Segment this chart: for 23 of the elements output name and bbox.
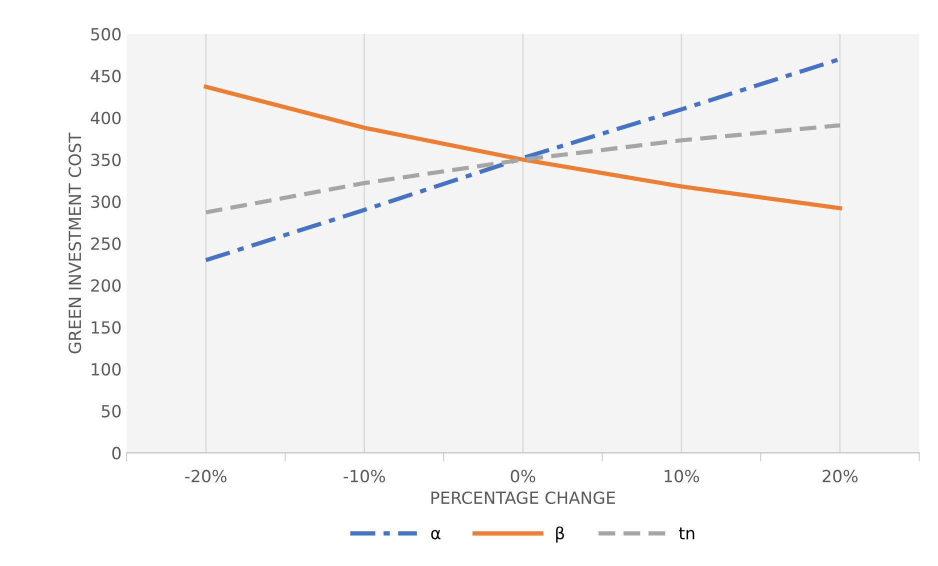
legend-label: α xyxy=(431,530,440,540)
x-axis-title: PERCENTAGE CHANGE xyxy=(431,491,615,504)
legend-label: tn xyxy=(678,528,694,540)
y-tick-label: 400 xyxy=(90,112,121,124)
y-tick-label: 500 xyxy=(91,28,121,41)
y-tick-label: 350 xyxy=(91,154,121,166)
y-tick-label: 250 xyxy=(91,237,121,250)
x-tick-label: -10% xyxy=(344,470,386,482)
x-tick-label: 0% xyxy=(510,470,536,482)
y-tick-label: 450 xyxy=(90,70,121,82)
y-tick-label: 300 xyxy=(91,195,121,208)
y-tick-label: 150 xyxy=(92,321,121,334)
y-axis-title: GREEN INVESTMENT COST xyxy=(68,132,82,354)
x-tick-label: 20% xyxy=(822,470,858,482)
line-series xyxy=(204,84,842,210)
y-tick-label: 50 xyxy=(102,404,121,418)
x-tick-label: 10% xyxy=(664,470,700,482)
legend-label: β xyxy=(556,526,564,543)
y-tick-label: 0 xyxy=(112,446,121,460)
y-tick-label: 200 xyxy=(91,279,121,292)
line-series xyxy=(204,123,842,214)
y-tick-label: 100 xyxy=(92,362,121,376)
x-tick-label: -20% xyxy=(185,470,226,482)
